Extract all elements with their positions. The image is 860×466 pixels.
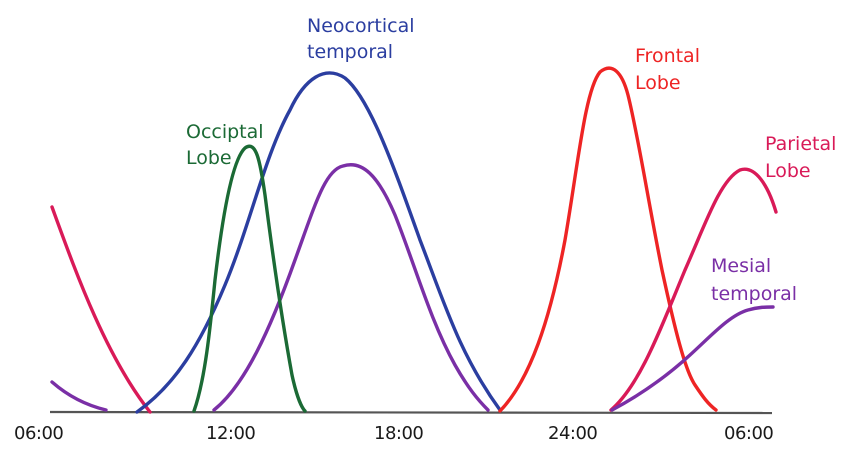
x-tick-1800: 18:00 [374, 423, 423, 444]
x-tick-0600-start: 06:00 [14, 423, 63, 444]
label-occipital-line1: Occiptal [186, 121, 264, 143]
label-mesial-line2: temporal [711, 283, 797, 305]
label-mesial-temporal: Mesial temporal [711, 255, 797, 305]
label-occipital-line2: Lobe [186, 147, 232, 169]
label-neocortical-line1: Neocortical [307, 15, 415, 37]
mesial-temporal-curve-left [50, 380, 108, 412]
label-parietal-lobe: Parietal Lobe [765, 133, 836, 182]
x-axis-ticks: 06:00 12:00 18:00 24:00 06:00 [14, 423, 774, 444]
label-mesial-line1: Mesial [711, 255, 771, 277]
x-axis-line [49, 410, 773, 415]
label-frontal-line2: Lobe [635, 72, 681, 94]
label-occipital-lobe: Occiptal Lobe [186, 121, 264, 169]
label-neocortical-line2: temporal [307, 41, 393, 63]
mesial-temporal-curve-mid [212, 163, 490, 412]
label-neocortical-temporal: Neocortical temporal [307, 15, 415, 63]
label-parietal-line2: Lobe [765, 160, 811, 182]
occipital-lobe-curve [192, 144, 307, 413]
label-parietal-line1: Parietal [765, 133, 836, 155]
x-tick-2400: 24:00 [548, 423, 597, 444]
neocortical-temporal-curve [135, 71, 502, 414]
x-tick-0600-end: 06:00 [724, 423, 773, 444]
mesial-temporal-curve-right [610, 305, 775, 412]
parietal-lobe-curve-right [609, 167, 778, 412]
label-frontal-line1: Frontal [635, 45, 700, 67]
x-tick-1200: 12:00 [206, 423, 255, 444]
label-frontal-lobe: Frontal Lobe [635, 45, 700, 94]
parietal-lobe-curve-left [50, 205, 152, 414]
frontal-lobe-curve [498, 66, 718, 413]
